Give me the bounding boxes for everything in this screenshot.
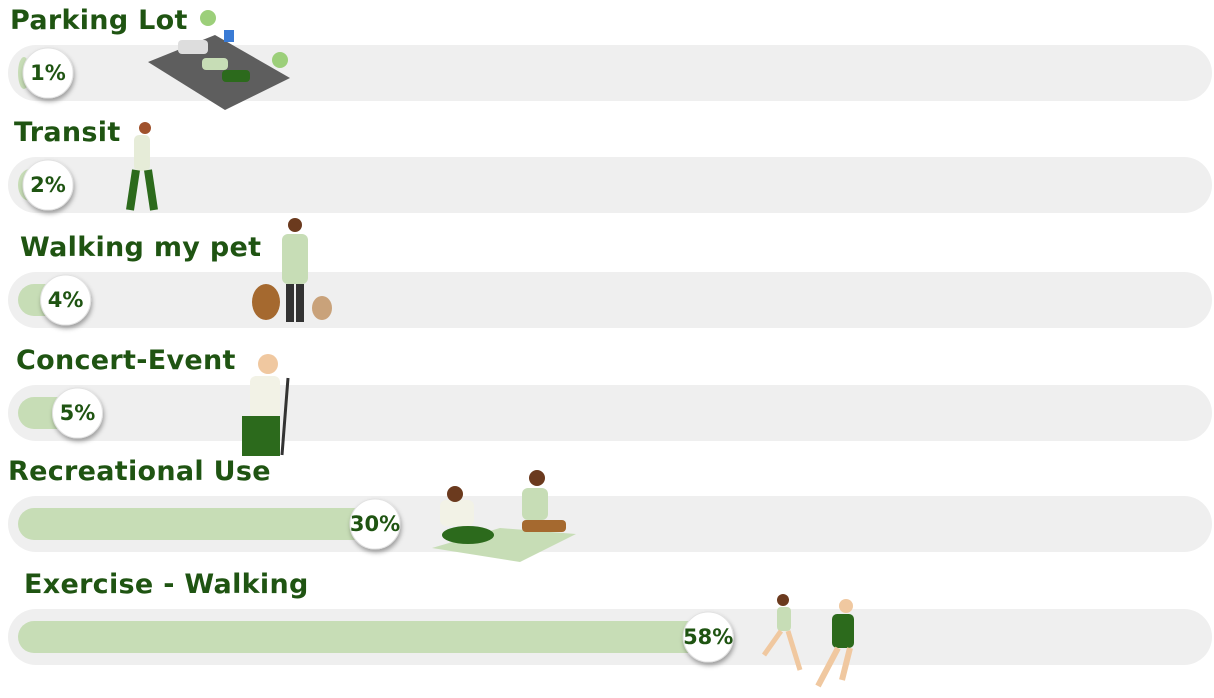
value-badge bbox=[40, 274, 92, 326]
value-label: 2% bbox=[30, 173, 66, 197]
category-label: Walking my pet bbox=[20, 232, 261, 263]
value-label: 1% bbox=[30, 61, 66, 85]
value-badge bbox=[22, 159, 74, 211]
category-label: Parking Lot bbox=[10, 5, 188, 36]
value-label: 4% bbox=[48, 288, 84, 312]
illustrations bbox=[126, 10, 854, 688]
bar bbox=[18, 508, 375, 540]
track bbox=[8, 157, 1212, 213]
value-label: 5% bbox=[60, 401, 96, 425]
value-badge bbox=[52, 387, 103, 439]
track bbox=[8, 272, 1212, 328]
value-label: 58% bbox=[683, 625, 733, 649]
value-label: 30% bbox=[350, 512, 400, 536]
bar bbox=[18, 621, 709, 653]
category-label: Concert-Event bbox=[16, 345, 236, 376]
track bbox=[8, 45, 1212, 101]
value-badge bbox=[349, 498, 401, 550]
value-badge bbox=[22, 47, 74, 99]
value-badge bbox=[682, 611, 734, 663]
category-label: Transit bbox=[14, 117, 121, 148]
track bbox=[8, 385, 1212, 441]
category-label: Recreational Use bbox=[8, 456, 271, 487]
category-label: Exercise - Walking bbox=[24, 569, 309, 600]
